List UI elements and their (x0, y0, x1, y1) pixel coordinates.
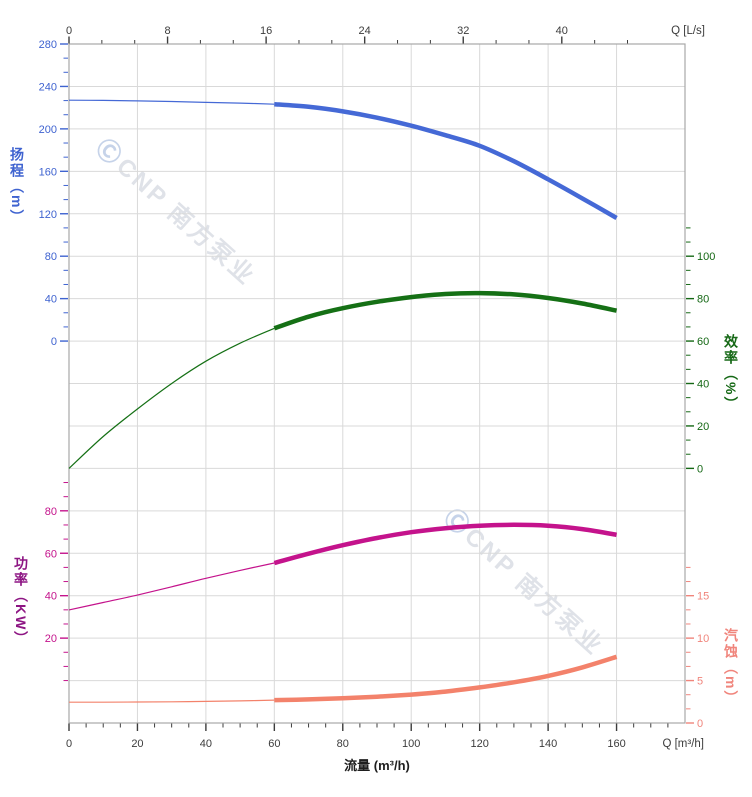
svg-text:160: 160 (39, 166, 57, 178)
npsh-axis-title: 汽蚀（m） (723, 628, 739, 707)
svg-text:40: 40 (556, 25, 568, 37)
svg-text:0: 0 (51, 336, 57, 348)
svg-text:40: 40 (45, 591, 57, 603)
head-axis-title: 扬程（m） (9, 147, 25, 226)
svg-text:60: 60 (45, 548, 57, 560)
效率 (efficiency)-curve (68, 327, 275, 469)
axis-tick-labels: 0 8 16 24 32 400 20 40 60 80 100 120 140 160280240200… (39, 25, 716, 750)
扬程 (head)-curve (274, 101, 618, 220)
svg-text:32: 32 (457, 25, 469, 37)
svg-text:20: 20 (131, 738, 143, 750)
svg-text:0: 0 (66, 738, 72, 750)
svg-text:16: 16 (260, 25, 272, 37)
svg-text:20: 20 (45, 633, 57, 645)
svg-text:0: 0 (66, 25, 72, 37)
svg-text:5: 5 (697, 676, 703, 688)
plot-frame (68, 43, 686, 724)
svg-text:0: 0 (697, 718, 703, 730)
扬程 (head)-curve (68, 99, 275, 105)
svg-text:120: 120 (470, 738, 488, 750)
gridlines (69, 44, 685, 723)
bottom-axis-unit: Q [m³/h] (662, 738, 704, 750)
汽蚀 (NPSH)-curve (274, 654, 618, 703)
svg-text:140: 140 (539, 738, 557, 750)
svg-text:240: 240 (39, 81, 57, 93)
功率 (power)-curve (68, 562, 275, 611)
power-axis-title: 功率（KW） (13, 556, 29, 648)
svg-text:24: 24 (359, 25, 371, 37)
svg-text:280: 280 (39, 39, 57, 51)
svg-text:15: 15 (697, 591, 709, 603)
svg-text:8: 8 (164, 25, 170, 37)
svg-text:80: 80 (337, 738, 349, 750)
svg-text:80: 80 (697, 294, 709, 306)
svg-text:200: 200 (39, 124, 57, 136)
svg-text:100: 100 (402, 738, 420, 750)
svg-text:60: 60 (268, 738, 280, 750)
top-axis-unit: Q [L/s] (671, 25, 705, 37)
svg-text:0: 0 (697, 463, 703, 475)
功率 (power)-curve (273, 522, 617, 566)
svg-text:40: 40 (45, 294, 57, 306)
svg-text:20: 20 (697, 421, 709, 433)
svg-text:160: 160 (607, 738, 625, 750)
curves (68, 99, 618, 703)
效率 (efficiency)-curve (273, 290, 618, 331)
svg-text:80: 80 (45, 251, 57, 263)
svg-text:40: 40 (200, 738, 212, 750)
svg-text:100: 100 (697, 251, 715, 263)
axis-ticks (60, 36, 694, 731)
svg-text:40: 40 (697, 379, 709, 391)
flow-axis-title: 流量 (m³/h) (344, 758, 410, 773)
svg-text:60: 60 (697, 336, 709, 348)
汽蚀 (NPSH)-curve (68, 699, 275, 703)
svg-text:10: 10 (697, 633, 709, 645)
svg-text:80: 80 (45, 506, 57, 518)
eff-axis-title: 效率（%） (723, 334, 739, 413)
svg-text:120: 120 (39, 209, 57, 221)
